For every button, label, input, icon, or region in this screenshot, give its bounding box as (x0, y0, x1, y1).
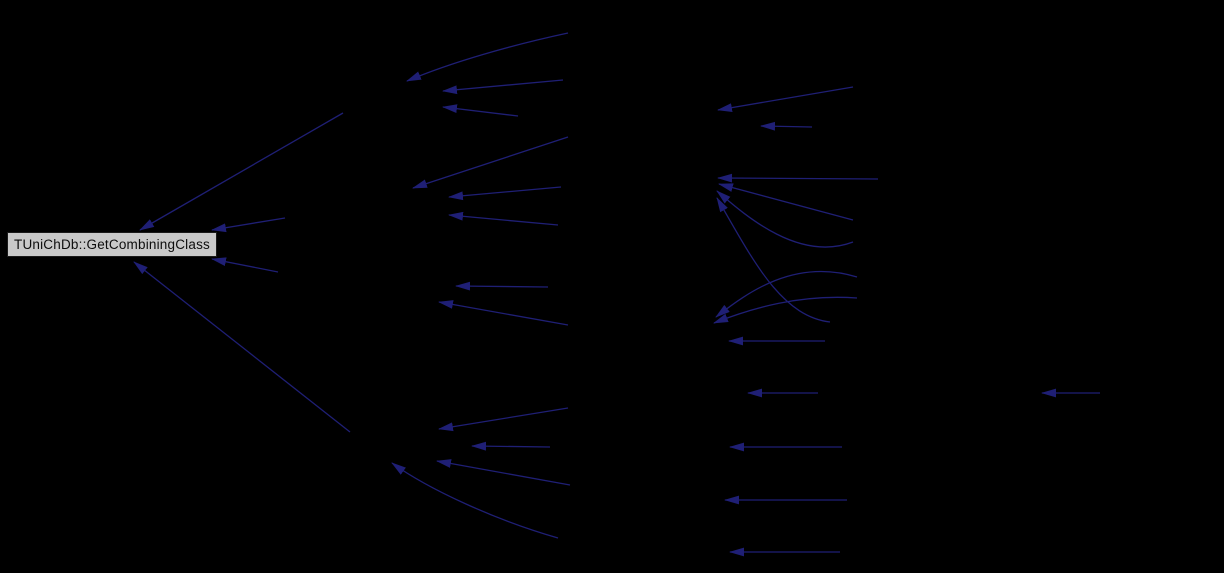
call-edge (455, 281, 549, 291)
call-edge (717, 173, 879, 183)
call-edge (471, 441, 551, 451)
call-edge (211, 257, 279, 273)
call-edge (760, 121, 813, 131)
call-edge (406, 32, 569, 82)
call-edge (716, 197, 831, 323)
call-edge (717, 86, 854, 112)
call-edge (438, 300, 569, 326)
call-edge (436, 459, 571, 486)
call-edge (713, 296, 858, 324)
call-edge (412, 136, 569, 189)
call-edge (438, 407, 569, 432)
call-edge (448, 186, 562, 201)
call-edge (442, 104, 519, 117)
call-edge (391, 462, 559, 539)
function-node[interactable]: TUniChDb::GetCombiningClass (7, 232, 217, 257)
call-edge (716, 190, 854, 248)
call-edge (442, 79, 564, 95)
call-edge (211, 217, 286, 233)
edge-group (133, 32, 1100, 557)
call-edge (139, 112, 344, 231)
call-edge (448, 211, 559, 226)
function-node-label: TUniChDb::GetCombiningClass (14, 237, 210, 252)
call-edge (133, 261, 351, 433)
call-edge (715, 270, 858, 318)
call-edge (718, 183, 854, 221)
